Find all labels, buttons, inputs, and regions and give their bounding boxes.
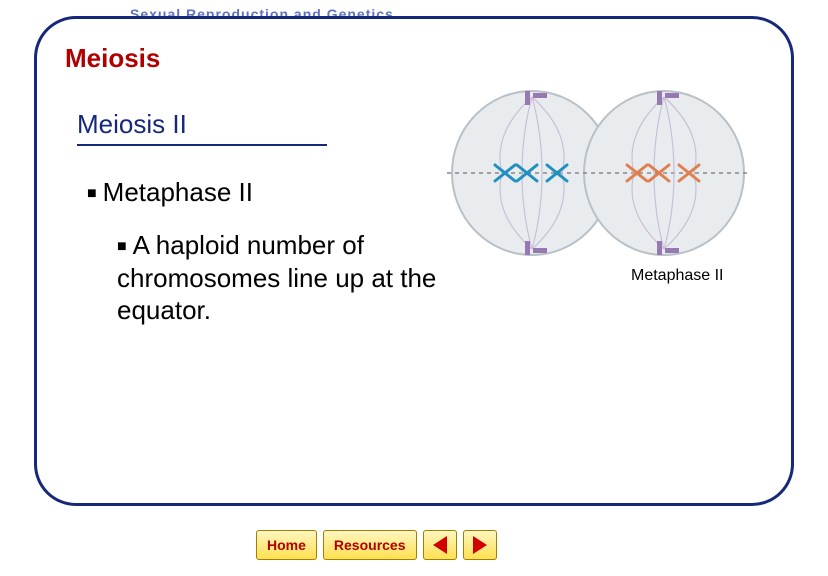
bullet-level2: ■A haploid number of chromosomes line up… [117,229,457,327]
slide-frame: Meiosis Meiosis II ■Metaphase II ■A hapl… [34,16,794,506]
bullet-level1: ■ Metaphase II [87,177,253,208]
page-title: Meiosis [65,43,160,74]
next-button[interactable] [463,530,497,560]
home-button[interactable]: Home [256,530,317,560]
arrow-right-icon [473,536,487,554]
arrow-left-icon [433,536,447,554]
metaphase-diagram [447,83,749,263]
bullet-text: Metaphase II [103,177,253,207]
prev-button[interactable] [423,530,457,560]
nav-bar: Home Resources [256,530,497,560]
resources-button[interactable]: Resources [323,530,417,560]
bullet-marker: ■ [87,185,97,202]
section-subtitle: Meiosis II [77,109,327,146]
bullet-marker: ■ [117,238,127,255]
bullet-text: A haploid number of chromosomes line up … [117,230,436,325]
figure-caption: Metaphase II [631,267,724,285]
